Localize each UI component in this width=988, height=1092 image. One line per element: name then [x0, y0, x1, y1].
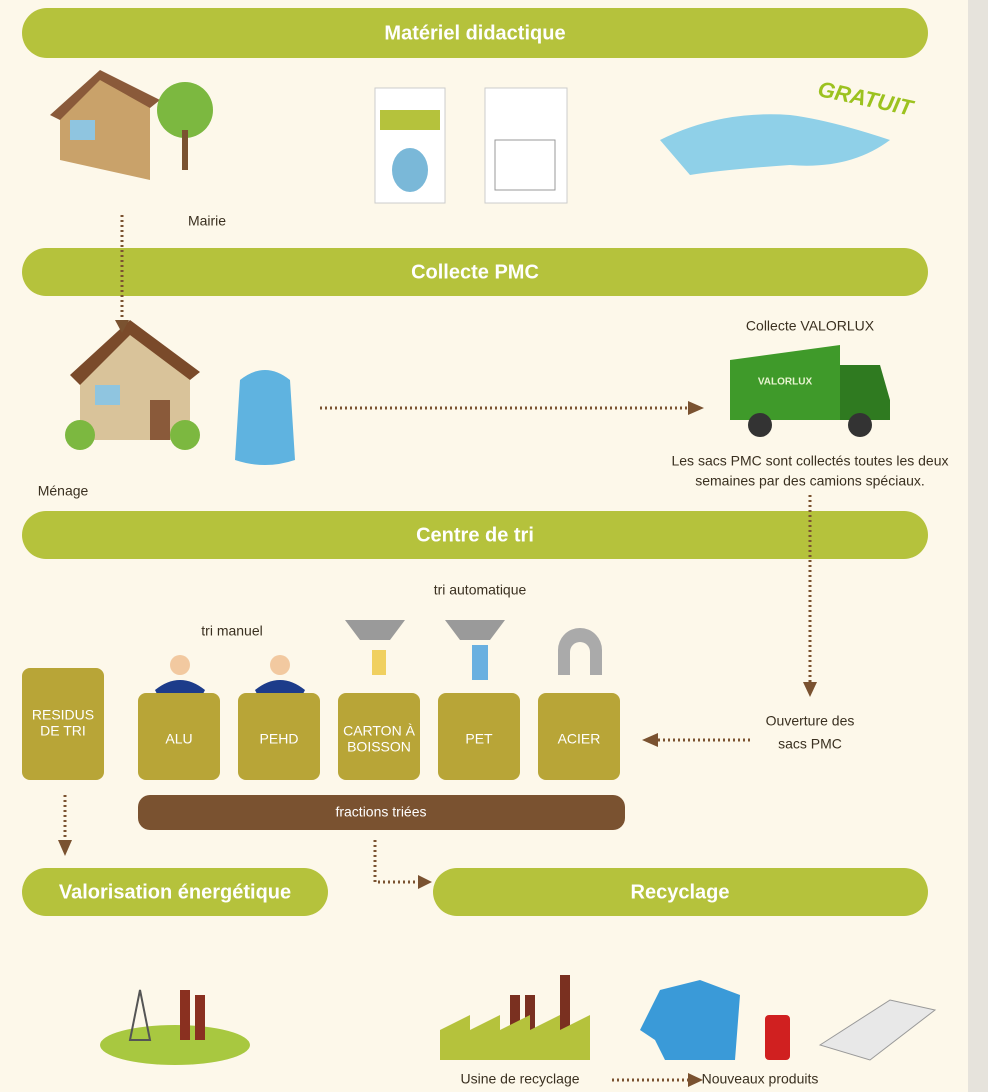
label: Ménage: [38, 483, 89, 499]
banner-title: Matériel didactique: [384, 22, 565, 44]
pmc-bag-icon: [235, 370, 295, 465]
side-strip: [968, 0, 988, 1092]
label: tri automatique: [434, 582, 527, 598]
bin-label: RESIDUS: [32, 707, 94, 723]
banner-title: Centre de tri: [416, 524, 534, 546]
label: Collecte VALORLUX: [746, 318, 875, 334]
bin-label: PET: [465, 731, 493, 747]
label: Mairie: [188, 213, 226, 229]
label: tri manuel: [201, 623, 262, 639]
note: Les sacs PMC sont collectés toutes les d…: [671, 453, 948, 469]
bin-label: PEHD: [260, 731, 299, 747]
diagram: Matériel didactique Collecte PMC Centre …: [0, 0, 988, 1092]
label: Usine de recyclage: [460, 1071, 579, 1087]
label: Ouverture des: [766, 713, 855, 729]
fractions-label: fractions triées: [335, 804, 426, 820]
label: Nouveaux produits: [702, 1071, 819, 1087]
banner-title: Valorisation énergétique: [59, 881, 291, 903]
bin-label: BOISSON: [347, 739, 411, 755]
bin-label: ALU: [165, 731, 192, 747]
can-icon: [765, 1015, 790, 1060]
label: sacs PMC: [778, 736, 842, 752]
bin-label: DE TRI: [40, 723, 86, 739]
bin-label: CARTON À: [343, 723, 415, 739]
banner-title: Collecte PMC: [411, 261, 539, 283]
truck-text: VALORLUX: [758, 377, 813, 388]
banner-title: Recyclage: [631, 881, 730, 903]
note: semaines par des camions spéciaux.: [695, 473, 925, 489]
bin-label: ACIER: [558, 731, 601, 747]
